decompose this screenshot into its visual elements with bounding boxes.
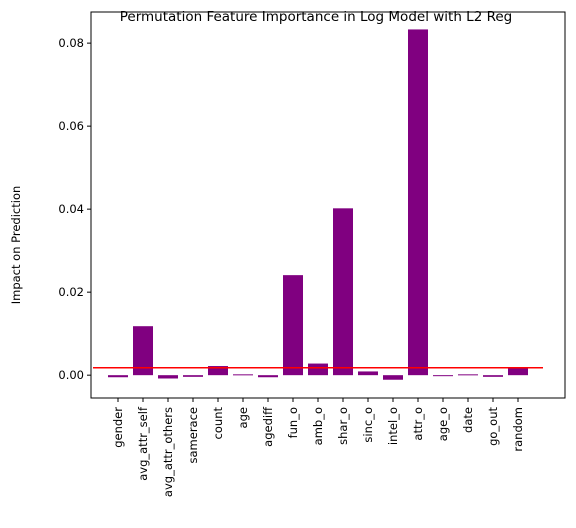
bar-age_o: [433, 375, 453, 377]
x-tick-label: attr_o: [411, 407, 425, 441]
x-tick-label: gender: [111, 407, 125, 448]
bar-age: [233, 374, 253, 376]
y-tick-label: 0.08: [58, 36, 84, 50]
bar-shar_o: [333, 208, 353, 376]
bar-date: [458, 374, 478, 376]
axes-frame: [90, 11, 566, 399]
x-tick-label: avg_attr_self: [136, 406, 150, 481]
x-tick-label: date: [461, 407, 475, 433]
bar-avg_attr_self: [133, 326, 153, 376]
x-tick-label: agediff: [261, 406, 275, 447]
bar-random: [508, 368, 528, 376]
x-tick-label: go_out: [486, 407, 500, 446]
x-tick-label: amb_o: [311, 407, 325, 445]
bar-go_out: [483, 375, 503, 377]
bar-attr_o: [408, 29, 428, 376]
bar-sinc_o: [358, 371, 378, 376]
x-tick-label: count: [211, 407, 225, 440]
bar-samerace: [183, 375, 203, 377]
x-tick-label: intel_o: [386, 407, 400, 445]
plot-area: [93, 29, 543, 380]
bar-amb_o: [308, 363, 328, 376]
bar-avg_attr_others: [158, 375, 178, 379]
x-tick-label: shar_o: [336, 407, 350, 445]
y-tick-label: 0.06: [58, 119, 84, 133]
x-tick-label: age: [236, 407, 250, 428]
x-tick-label: sinc_o: [361, 407, 375, 443]
y-tick-label: 0.02: [58, 285, 84, 299]
bar-gender: [108, 375, 128, 378]
y-axis-label: Impact on Prediction: [9, 186, 23, 305]
x-tick-label: fun_o: [286, 407, 300, 438]
y-tick-label: 0.04: [58, 202, 84, 216]
chart-title: Permutation Feature Importance in Log Mo…: [120, 9, 512, 25]
bar-agediff: [258, 375, 278, 378]
x-tick-label: avg_attr_others: [161, 407, 175, 497]
x-tick-label: age_o: [436, 407, 450, 441]
y-tick-label: 0.00: [58, 368, 84, 382]
x-tick-label: random: [511, 407, 525, 452]
bar-fun_o: [283, 275, 303, 376]
x-tick-label: samerace: [186, 407, 200, 464]
bar-intel_o: [383, 375, 403, 380]
bar-count: [208, 366, 228, 376]
